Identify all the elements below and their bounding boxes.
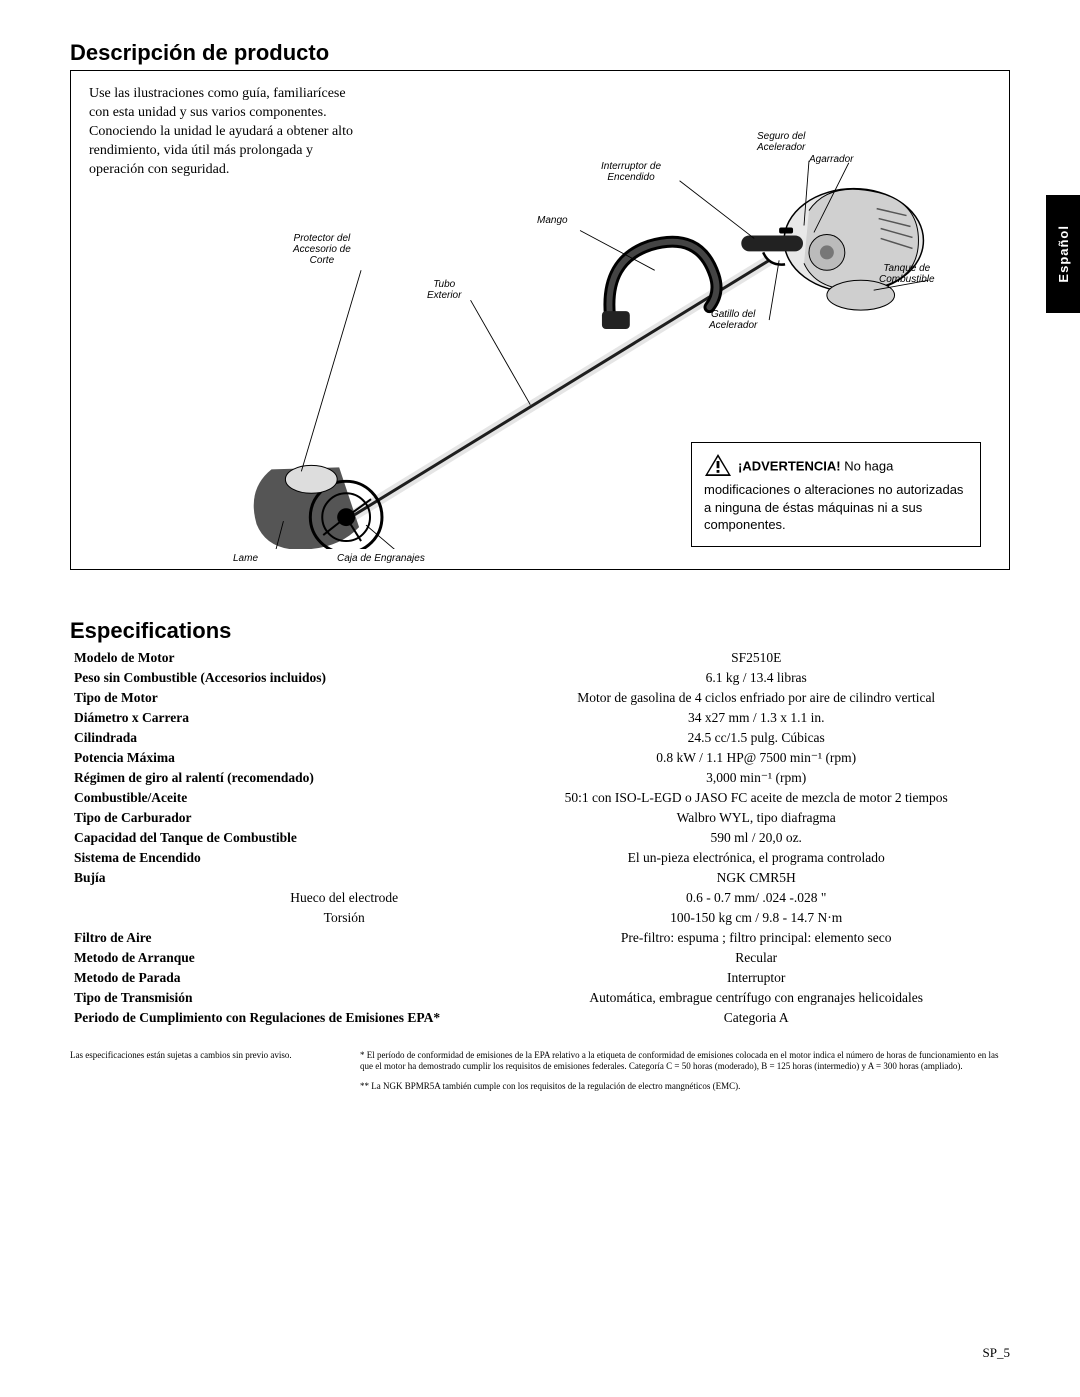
spec-label: Régimen de giro al ralentí (recomendado) bbox=[70, 768, 502, 788]
spec-sublabel: Hueco del electrode bbox=[70, 888, 502, 908]
spec-label: Combustible/Aceite bbox=[70, 788, 502, 808]
footnote-right-1: * El período de conformidad de emisiones… bbox=[360, 1050, 1010, 1073]
spec-label: Tipo de Carburador bbox=[70, 808, 502, 828]
spec-label: Diámetro x Carrera bbox=[70, 708, 502, 728]
spec-label: Periodo de Cumplimiento con Regulaciones… bbox=[70, 1008, 502, 1028]
label-gatillo: Gatillo delAcelerador bbox=[709, 309, 757, 331]
spec-label: Capacidad del Tanque de Combustible bbox=[70, 828, 502, 848]
spec-label: Bujía bbox=[70, 868, 502, 888]
warning-title: ¡ADVERTENCIA! bbox=[738, 459, 841, 474]
spec-label: Tipo de Transmisión bbox=[70, 988, 502, 1008]
language-tab: Español bbox=[1046, 195, 1080, 313]
language-tab-label: Español bbox=[1056, 225, 1071, 283]
diagram-box: Use las ilustraciones como guía, familia… bbox=[70, 70, 1010, 570]
table-row: Tipo de TransmisiónAutomática, embrague … bbox=[70, 988, 1010, 1008]
spec-value: Recular bbox=[502, 948, 1010, 968]
table-row: Hueco del electrode0.6 - 0.7 mm/ .024 -.… bbox=[70, 888, 1010, 908]
label-caja: Caja de Engranajes bbox=[337, 553, 425, 564]
table-row: Capacidad del Tanque de Combustible590 m… bbox=[70, 828, 1010, 848]
spec-sublabel: Torsión bbox=[70, 908, 502, 928]
spec-label: Tipo de Motor bbox=[70, 688, 502, 708]
spec-value: 50:1 con ISO-L-EGD o JASO FC aceite de m… bbox=[502, 788, 1010, 808]
table-row: Cilindrada24.5 cc/1.5 pulg. Cúbicas bbox=[70, 728, 1010, 748]
table-row: Periodo de Cumplimiento con Regulaciones… bbox=[70, 1008, 1010, 1028]
spec-value: 34 x27 mm / 1.3 x 1.1 in. bbox=[502, 708, 1010, 728]
warning-box: ¡ADVERTENCIA! No haga modificaciones o a… bbox=[691, 442, 981, 547]
spec-value: Automática, embrague centrífugo con engr… bbox=[502, 988, 1010, 1008]
spec-label: Filtro de Aire bbox=[70, 928, 502, 948]
spec-label: Metodo de Parada bbox=[70, 968, 502, 988]
spec-value: Walbro WYL, tipo diafragma bbox=[502, 808, 1010, 828]
spec-value: 590 ml / 20,0 oz. bbox=[502, 828, 1010, 848]
spec-value: 6.1 kg / 13.4 libras bbox=[502, 668, 1010, 688]
label-mango: Mango bbox=[537, 215, 568, 226]
label-tubo: TuboExterior bbox=[427, 279, 461, 301]
table-row: Tipo de CarburadorWalbro WYL, tipo diafr… bbox=[70, 808, 1010, 828]
spec-label: Sistema de Encendido bbox=[70, 848, 502, 868]
spec-value: 24.5 cc/1.5 pulg. Cúbicas bbox=[502, 728, 1010, 748]
spec-label: Modelo de Motor bbox=[70, 648, 502, 668]
warning-icon bbox=[704, 453, 732, 482]
footnote-right-2: ** La NGK BPMR5A también cumple con los … bbox=[360, 1081, 1010, 1092]
spec-value: El un-pieza electrónica, el programa con… bbox=[502, 848, 1010, 868]
product-description-section: Descripción de producto Use las ilustrac… bbox=[70, 40, 1010, 570]
spec-value: Categoria A bbox=[502, 1008, 1010, 1028]
spec-value: Interruptor bbox=[502, 968, 1010, 988]
footnotes: Las especificaciones están sujetas a cam… bbox=[70, 1050, 1010, 1100]
page-number: SP_5 bbox=[983, 1345, 1010, 1361]
table-row: Potencia Máxima0.8 kW / 1.1 HP@ 7500 min… bbox=[70, 748, 1010, 768]
spec-value: 0.6 - 0.7 mm/ .024 -.028 " bbox=[502, 888, 1010, 908]
spec-value: SF2510E bbox=[502, 648, 1010, 668]
table-row: Metodo de ArranqueRecular bbox=[70, 948, 1010, 968]
table-row: Metodo de ParadaInterruptor bbox=[70, 968, 1010, 988]
spec-label: Potencia Máxima bbox=[70, 748, 502, 768]
table-row: Tipo de MotorMotor de gasolina de 4 cicl… bbox=[70, 688, 1010, 708]
table-row: Torsión100-150 kg cm / 9.8 - 14.7 N·m bbox=[70, 908, 1010, 928]
specifications-section: Especifications Modelo de MotorSF2510EPe… bbox=[70, 618, 1010, 1100]
table-row: Sistema de EncendidoEl un-pieza electrón… bbox=[70, 848, 1010, 868]
table-row: Régimen de giro al ralentí (recomendado)… bbox=[70, 768, 1010, 788]
spec-value: 100-150 kg cm / 9.8 - 14.7 N·m bbox=[502, 908, 1010, 928]
table-row: Modelo de MotorSF2510E bbox=[70, 648, 1010, 668]
spec-value: 3,000 min⁻¹ (rpm) bbox=[502, 768, 1010, 788]
table-row: BujíaNGK CMR5H bbox=[70, 868, 1010, 888]
table-row: Peso sin Combustible (Accesorios incluid… bbox=[70, 668, 1010, 688]
spec-label: Metodo de Arranque bbox=[70, 948, 502, 968]
spec-value: Pre-filtro: espuma ; filtro principal: e… bbox=[502, 928, 1010, 948]
section1-title: Descripción de producto bbox=[70, 40, 1010, 66]
label-tanque: Tanque deCombustible bbox=[879, 263, 935, 285]
spec-label: Cilindrada bbox=[70, 728, 502, 748]
label-lame: Lame bbox=[233, 553, 258, 564]
label-interruptor: Interruptor deEncendido bbox=[601, 161, 661, 183]
spec-value: Motor de gasolina de 4 ciclos enfriado p… bbox=[502, 688, 1010, 708]
label-agarrador: Agarrador bbox=[809, 154, 853, 165]
label-protector: Protector delAccesorio deCorte bbox=[293, 233, 351, 266]
table-row: Filtro de AirePre-filtro: espuma ; filtr… bbox=[70, 928, 1010, 948]
label-seguro: Seguro delAcelerador bbox=[757, 131, 805, 153]
spec-value: NGK CMR5H bbox=[502, 868, 1010, 888]
section2-title: Especifications bbox=[70, 618, 1010, 644]
table-row: Combustible/Aceite50:1 con ISO-L-EGD o J… bbox=[70, 788, 1010, 808]
spec-label: Peso sin Combustible (Accesorios incluid… bbox=[70, 668, 502, 688]
footnote-left: Las especificaciones están sujetas a cam… bbox=[70, 1050, 320, 1061]
spec-value: 0.8 kW / 1.1 HP@ 7500 min⁻¹ (rpm) bbox=[502, 748, 1010, 768]
specs-table: Modelo de MotorSF2510EPeso sin Combustib… bbox=[70, 648, 1010, 1028]
table-row: Diámetro x Carrera34 x27 mm / 1.3 x 1.1 … bbox=[70, 708, 1010, 728]
